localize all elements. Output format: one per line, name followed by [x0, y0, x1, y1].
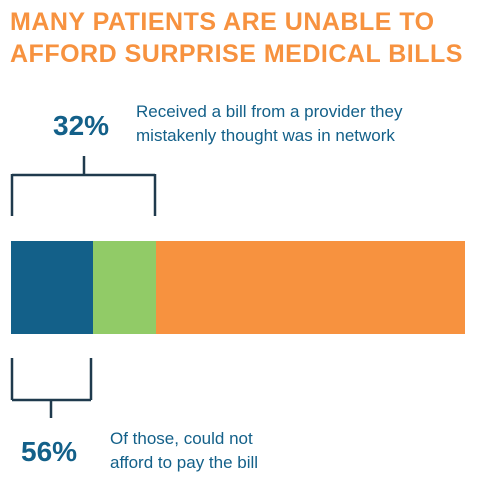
- bottom-bracket: [10, 358, 93, 418]
- top-description: Received a bill from a provider they mis…: [136, 100, 402, 148]
- top-percent-label: 32%: [53, 110, 110, 141]
- top-bracket: [10, 156, 157, 216]
- bar-segment-2: [92, 241, 157, 334]
- top-description-line-2: mistakenly thought was in network: [136, 126, 395, 145]
- bottom-description-line-2: afford to pay the bill: [110, 453, 259, 472]
- bottom-description-line-1: Of those, could not: [110, 429, 253, 448]
- stacked-bar: [11, 241, 465, 334]
- chart-title-line-1: MANY PATIENTS ARE UNABLE TO: [10, 8, 435, 36]
- chart-title: MANY PATIENTS ARE UNABLE TO AFFORD SURPR…: [10, 6, 490, 70]
- bottom-percent-label: 56%: [21, 436, 78, 467]
- bar-segment-1: [11, 241, 93, 334]
- bar-segment-3: [156, 241, 465, 334]
- top-description-line-1: Received a bill from a provider they: [136, 102, 403, 121]
- chart-title-line-2: AFFORD SURPRISE MEDICAL BILLS: [10, 40, 463, 68]
- bottom-description: Of those, could not afford to pay the bi…: [110, 427, 258, 475]
